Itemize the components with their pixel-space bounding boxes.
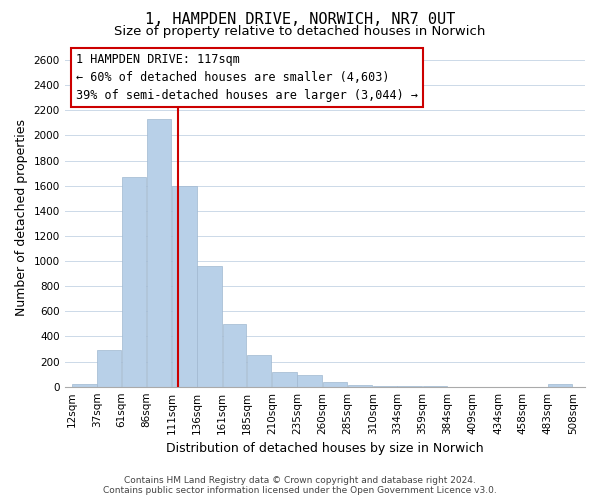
Bar <box>147 119 172 386</box>
Bar <box>223 324 246 386</box>
Bar <box>97 350 121 386</box>
Bar <box>247 356 271 386</box>
Bar <box>298 374 322 386</box>
Bar <box>323 382 347 386</box>
Bar <box>197 266 222 386</box>
Text: Size of property relative to detached houses in Norwich: Size of property relative to detached ho… <box>115 25 485 38</box>
X-axis label: Distribution of detached houses by size in Norwich: Distribution of detached houses by size … <box>166 442 484 455</box>
Text: 1 HAMPDEN DRIVE: 117sqm
← 60% of detached houses are smaller (4,603)
39% of semi: 1 HAMPDEN DRIVE: 117sqm ← 60% of detache… <box>76 53 418 102</box>
Text: Contains HM Land Registry data © Crown copyright and database right 2024.
Contai: Contains HM Land Registry data © Crown c… <box>103 476 497 495</box>
Bar <box>72 384 97 386</box>
Bar <box>122 177 146 386</box>
Bar <box>548 384 572 386</box>
Y-axis label: Number of detached properties: Number of detached properties <box>15 118 28 316</box>
Text: 1, HAMPDEN DRIVE, NORWICH, NR7 0UT: 1, HAMPDEN DRIVE, NORWICH, NR7 0UT <box>145 12 455 28</box>
Bar <box>172 186 197 386</box>
Bar <box>272 372 296 386</box>
